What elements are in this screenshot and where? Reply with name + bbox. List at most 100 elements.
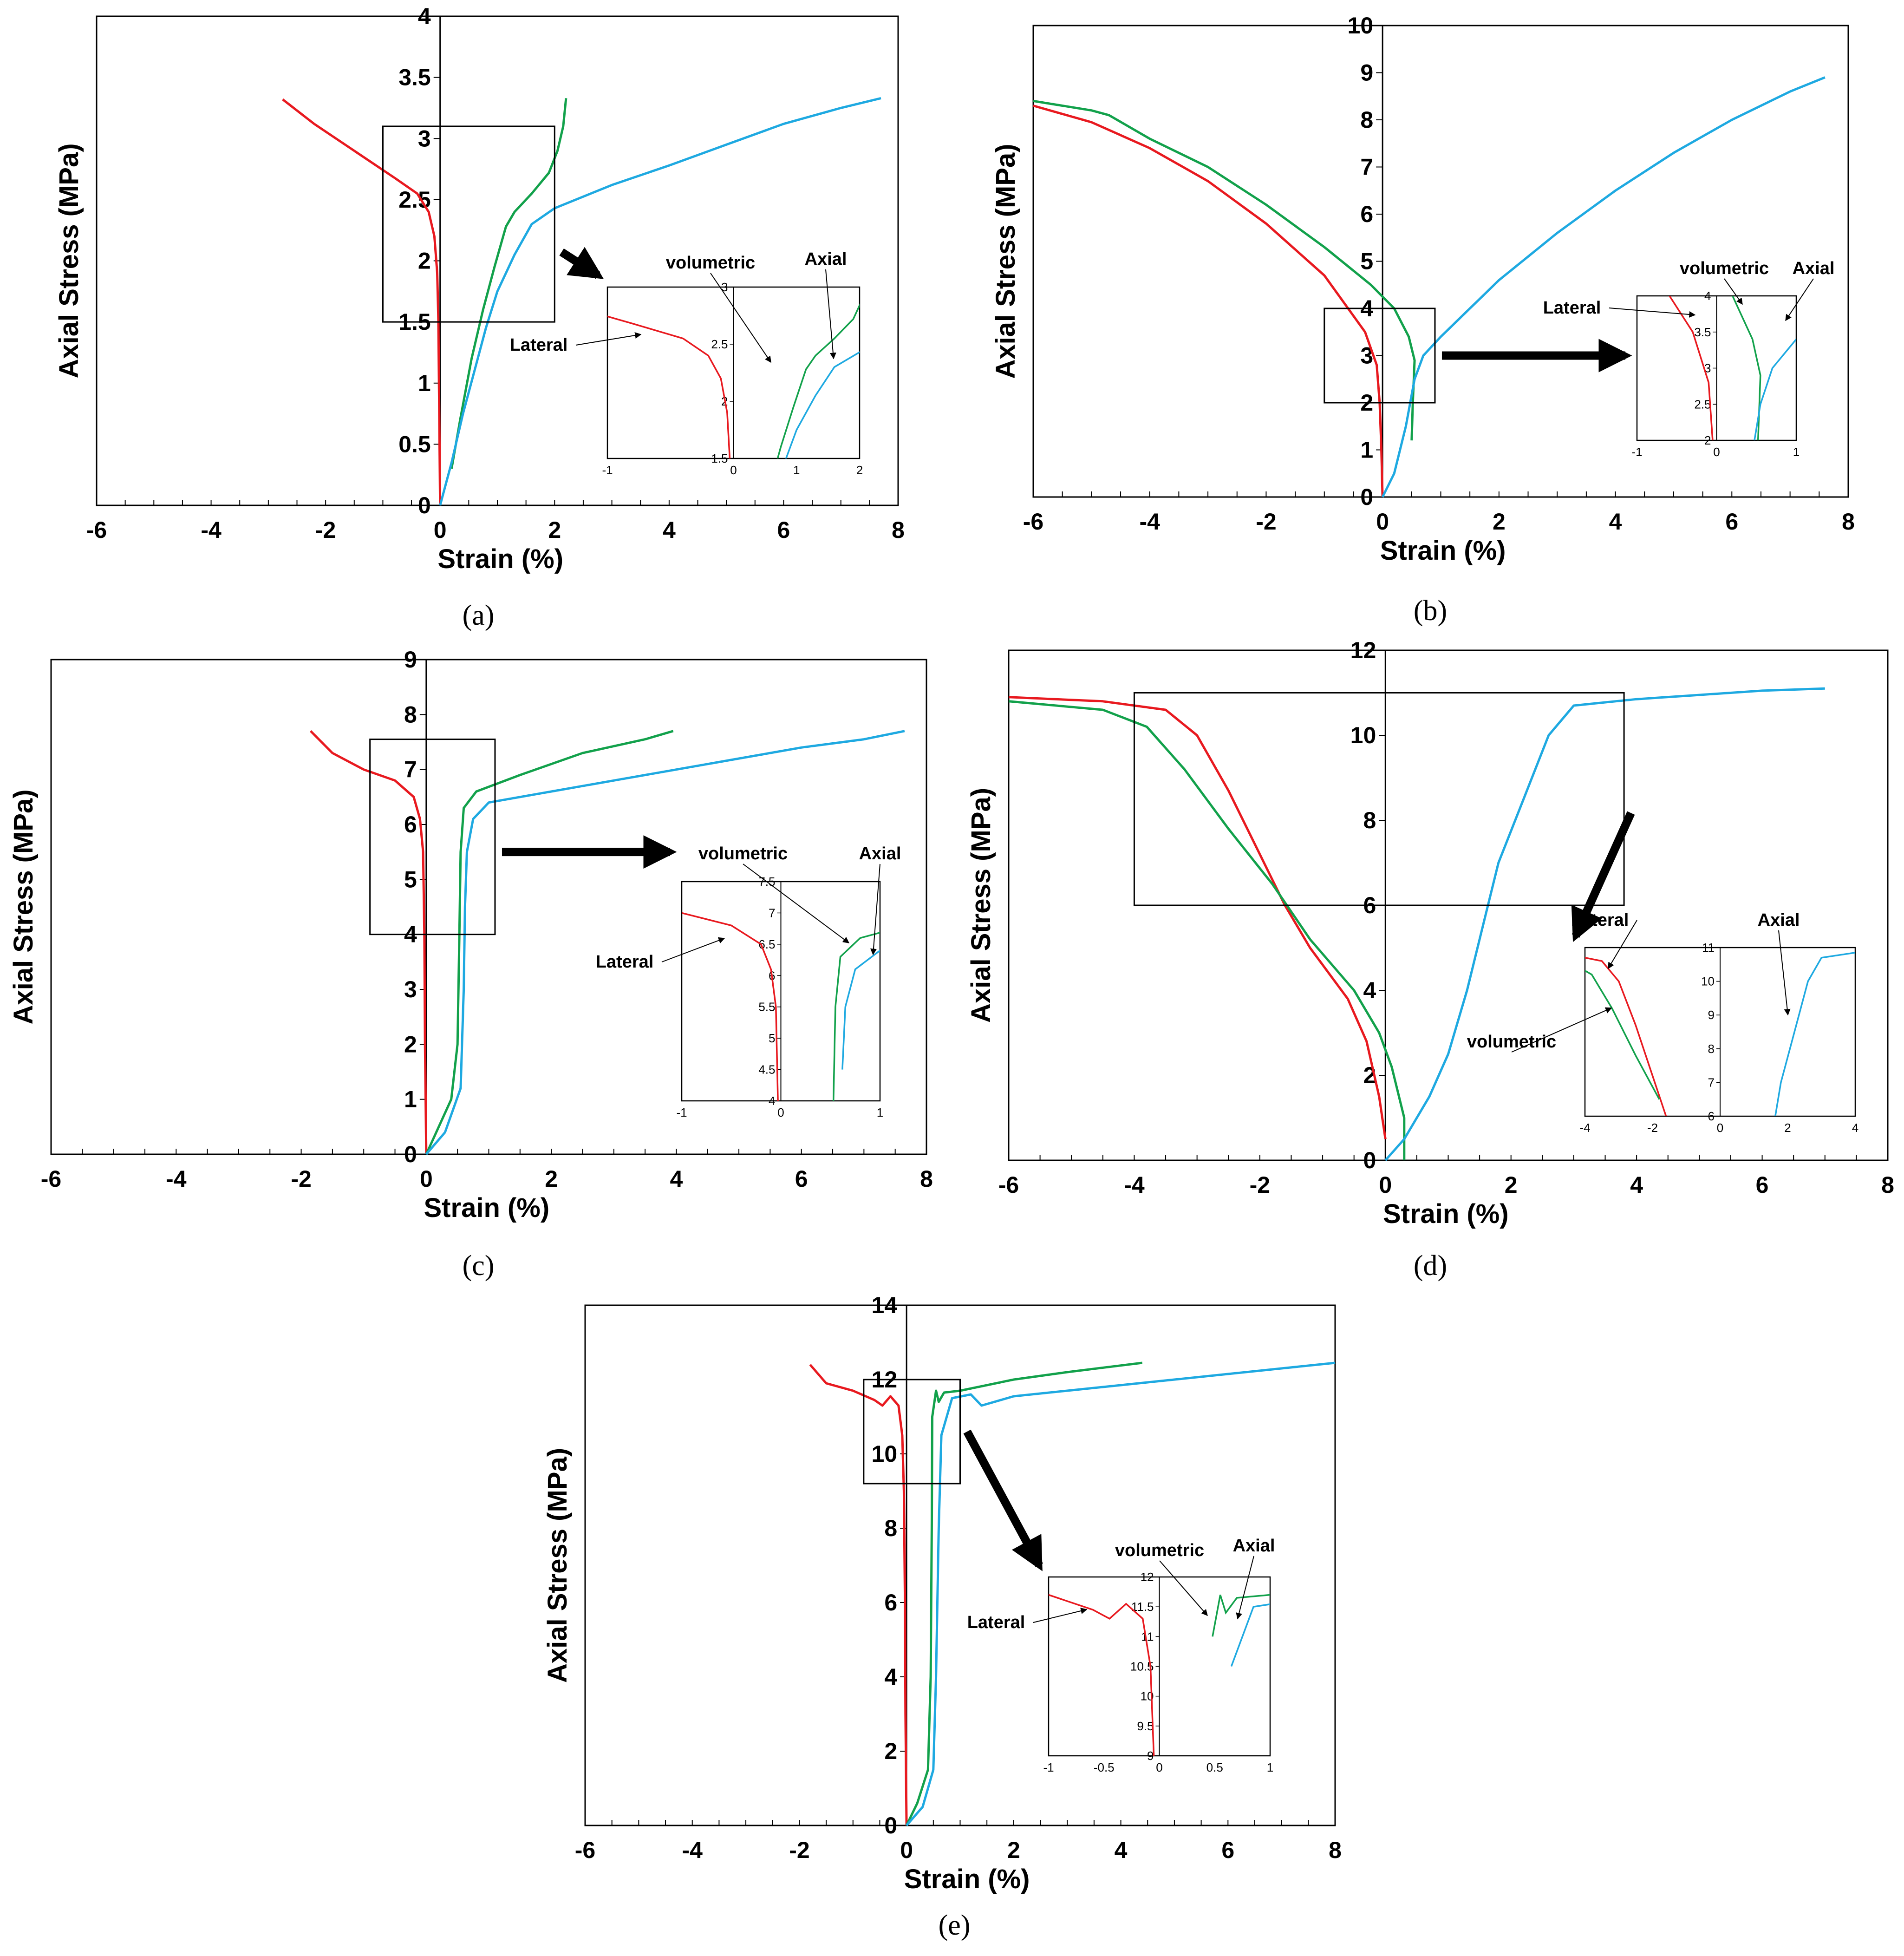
inset-series-lateral bbox=[1049, 1594, 1155, 1756]
x-tick-label: 8 bbox=[1329, 1837, 1342, 1863]
x-tick-label: 0 bbox=[420, 1166, 433, 1192]
x-tick-label: -4 bbox=[682, 1837, 703, 1863]
y-tick-label: 6 bbox=[404, 811, 417, 837]
panel-a: -6 -4 -2 0 2 4 6 8 0 0.5 1 1.5 2 2.5 3 3.5 4 Strain (%) Ax… bbox=[54, 3, 905, 631]
x-tick-label: 4 bbox=[670, 1166, 683, 1192]
x-tick-label: 2 bbox=[1493, 509, 1506, 535]
x-tick-label: 0 bbox=[1379, 1172, 1392, 1198]
x-tick-label: 6 bbox=[1221, 1837, 1234, 1863]
annotation-axial: Axial bbox=[805, 249, 847, 269]
x-tick-label: -4 bbox=[166, 1166, 187, 1192]
series-line-lateral bbox=[282, 98, 442, 506]
y-tick-label: 2 bbox=[404, 1031, 417, 1057]
x-tick-label: 8 bbox=[1881, 1172, 1894, 1198]
inset-x-tick-label: 1 bbox=[1793, 445, 1800, 459]
annotation-arrow bbox=[870, 864, 880, 955]
inset-x-tick-label: 0 bbox=[1717, 1121, 1723, 1135]
inset-x-tick-label: -1 bbox=[676, 1106, 687, 1119]
x-tick-label: -6 bbox=[575, 1837, 595, 1863]
zoom-box bbox=[369, 739, 496, 935]
y-tick-label: 6 bbox=[1360, 201, 1373, 227]
zoom-arrow bbox=[559, 247, 604, 279]
zoom-arrow bbox=[963, 1429, 1043, 1571]
y-tick-label: 10 bbox=[1350, 722, 1376, 748]
inset-series-lateral bbox=[1668, 296, 1714, 440]
x-tick-label: 0 bbox=[1376, 509, 1389, 535]
inset-x-tick-label: -1 bbox=[1631, 445, 1642, 459]
x-tick-label: 2 bbox=[1505, 1172, 1518, 1198]
annotation-volumetric: volumetric bbox=[1680, 259, 1769, 278]
x-tick-label: -6 bbox=[86, 517, 107, 543]
y-tick-label: 14 bbox=[872, 1292, 898, 1318]
annotation-lateral: Lateral bbox=[967, 1613, 1025, 1632]
inset-series-volumetric bbox=[1212, 1594, 1270, 1637]
inset-y-tick-label: 7 bbox=[769, 906, 775, 920]
y-tick-label: 1 bbox=[418, 370, 431, 396]
x-tick-label: -2 bbox=[1250, 1172, 1270, 1198]
y-tick-label: 4 bbox=[884, 1664, 897, 1690]
series-line-volumetric bbox=[1008, 700, 1406, 1160]
y-tick-label: 5 bbox=[404, 866, 417, 892]
annotation-arrow bbox=[1033, 1608, 1088, 1623]
inset-series-axial bbox=[1774, 952, 1855, 1116]
inset-x-tick-label: 0.5 bbox=[1206, 1760, 1223, 1774]
x-tick-label: 8 bbox=[920, 1166, 933, 1192]
annotation-lateral: Lateral bbox=[1571, 910, 1629, 930]
x-tick-label: -6 bbox=[1023, 509, 1043, 535]
x-tick-label: 4 bbox=[1115, 1837, 1128, 1863]
inset-series-axial bbox=[785, 351, 860, 458]
y-tick-label: 3.5 bbox=[398, 65, 431, 91]
y-tick-label: 8 bbox=[1363, 807, 1376, 833]
x-axis-title: Strain (%) bbox=[424, 1193, 550, 1223]
inset-series-volumetric bbox=[1731, 296, 1761, 440]
inset-x-tick-label: 1 bbox=[1267, 1760, 1273, 1774]
inset-series-axial bbox=[1754, 338, 1796, 440]
inset-series-volumetric bbox=[1585, 969, 1660, 1100]
x-tick-label: 0 bbox=[434, 517, 447, 543]
panel-caption: (c) bbox=[463, 1250, 495, 1282]
inset-y-tick-label: 11 bbox=[1702, 941, 1715, 955]
inset-series-volumetric bbox=[776, 303, 860, 458]
inset-x-tick-label: -0.5 bbox=[1094, 1760, 1115, 1774]
panel-caption: (e) bbox=[939, 1910, 971, 1941]
zoom-box bbox=[1133, 692, 1625, 906]
inset-series-axial bbox=[1230, 1603, 1270, 1667]
x-tick-label: 6 bbox=[777, 517, 790, 543]
series-line-axial bbox=[906, 1361, 1336, 1826]
series-line-lateral bbox=[310, 730, 428, 1155]
y-tick-label: 2 bbox=[884, 1738, 897, 1764]
inset-x-tick-label: 1 bbox=[877, 1106, 883, 1119]
series-line-lateral bbox=[809, 1364, 908, 1826]
inset-plot bbox=[1668, 296, 1796, 440]
annotation-lateral: Lateral bbox=[596, 952, 654, 972]
inset-y-tick-label: 4.5 bbox=[758, 1063, 775, 1077]
x-tick-label: -4 bbox=[1139, 509, 1160, 535]
panel-caption: (d) bbox=[1414, 1250, 1447, 1282]
inset-x-tick-label: -1 bbox=[1043, 1760, 1054, 1774]
x-tick-label: -2 bbox=[789, 1837, 809, 1863]
x-tick-label: 6 bbox=[1756, 1172, 1769, 1198]
zoom-arrow bbox=[1571, 811, 1635, 942]
annotation-axial: Axial bbox=[1793, 259, 1835, 278]
y-tick-label: 3 bbox=[418, 125, 431, 151]
inset-x-tick-label: -4 bbox=[1579, 1121, 1590, 1135]
zoom-box bbox=[863, 1379, 961, 1485]
inset: 6 7 8 9 10 11 -4 -2 0 2 4 Lateral volumetric Axial bbox=[1467, 910, 1858, 1135]
annotation-arrow bbox=[575, 332, 642, 346]
series-line-axial bbox=[439, 97, 881, 506]
series-line-volumetric bbox=[425, 730, 674, 1155]
inset-plot bbox=[682, 912, 880, 1101]
inset-y-tick-label: 8 bbox=[1708, 1042, 1715, 1056]
y-tick-label: 7 bbox=[1360, 154, 1373, 180]
y-axis-title: Axial Stress (MPa) bbox=[8, 789, 39, 1024]
y-axis-title: Axial Stress (MPa) bbox=[991, 144, 1021, 379]
x-tick-label: 4 bbox=[663, 517, 676, 543]
inset: 44.555.566.577.5-101LateralvolumetricAxi… bbox=[596, 844, 901, 1119]
series-line-axial bbox=[1381, 76, 1826, 498]
y-tick-label: 0 bbox=[1360, 484, 1373, 510]
inset-y-tick-label: 10 bbox=[1701, 975, 1715, 988]
x-tick-label: 4 bbox=[1630, 1172, 1643, 1198]
